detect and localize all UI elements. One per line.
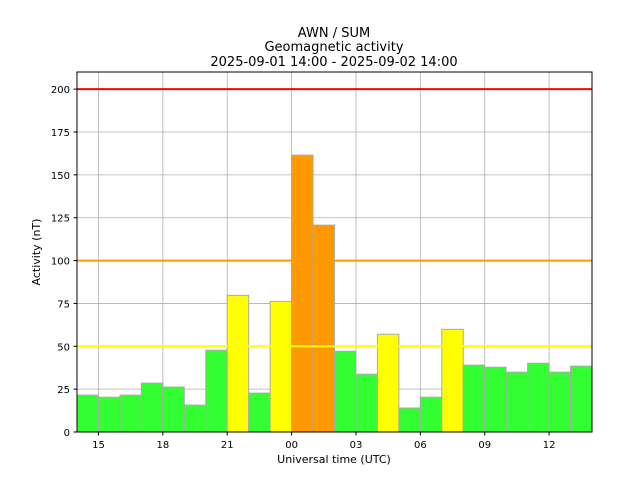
x-tick-label: 03 (350, 440, 363, 451)
x-tick-label: 12 (543, 440, 556, 451)
activity-bar (205, 349, 228, 433)
chart-title-line-3: 2025-09-01 14:00 - 2025-09-02 14:00 (210, 55, 457, 70)
activity-bar (76, 394, 99, 433)
y-tick-label: 125 (51, 214, 70, 225)
activity-bar (419, 396, 443, 433)
activity-bar (248, 392, 271, 433)
y-tick-label: 75 (57, 299, 70, 310)
activity-bar (312, 224, 335, 433)
y-tick-label: 175 (51, 128, 70, 139)
chart-title-line-1: AWN / SUM (298, 26, 370, 41)
activity-bar (527, 362, 550, 433)
activity-bar (355, 373, 378, 433)
y-tick-label: 50 (57, 342, 70, 353)
x-tick-label: 06 (414, 440, 427, 451)
activity-bar (334, 350, 357, 433)
activity-bar (462, 364, 486, 433)
activity-bar (291, 154, 314, 433)
x-tick-label: 15 (92, 440, 105, 451)
y-tick-label: 100 (51, 257, 70, 268)
activity-bar (162, 386, 185, 433)
plot-frame (76, 71, 593, 433)
y-axis-label: Activity (nT) (30, 219, 43, 286)
activity-bar (183, 404, 207, 433)
activity-bar (140, 382, 164, 433)
activity-bar (226, 294, 250, 433)
x-tick-label: 09 (478, 440, 491, 451)
activity-bar (570, 365, 593, 433)
activity-bar (269, 300, 293, 433)
y-tick-label: 25 (57, 385, 70, 396)
x-axis-label: Universal time (UTC) (277, 453, 391, 466)
activity-bar (484, 366, 507, 433)
y-tick-label: 200 (51, 85, 70, 96)
chart-title-line-2: Geomagnetic activity (264, 40, 403, 55)
activity-bar (376, 333, 400, 433)
activity-bar (548, 371, 572, 433)
activity-bar (505, 371, 529, 433)
x-tick-label: 21 (221, 440, 234, 451)
x-tick-label: 00 (285, 440, 298, 451)
activity-bar (119, 394, 142, 433)
x-tick-label: 18 (156, 440, 169, 451)
activity-bar (398, 407, 421, 433)
y-tick-label: 0 (64, 428, 70, 439)
y-tick-label: 150 (51, 171, 70, 182)
activity-bar (97, 396, 121, 433)
activity-bar (441, 328, 464, 433)
